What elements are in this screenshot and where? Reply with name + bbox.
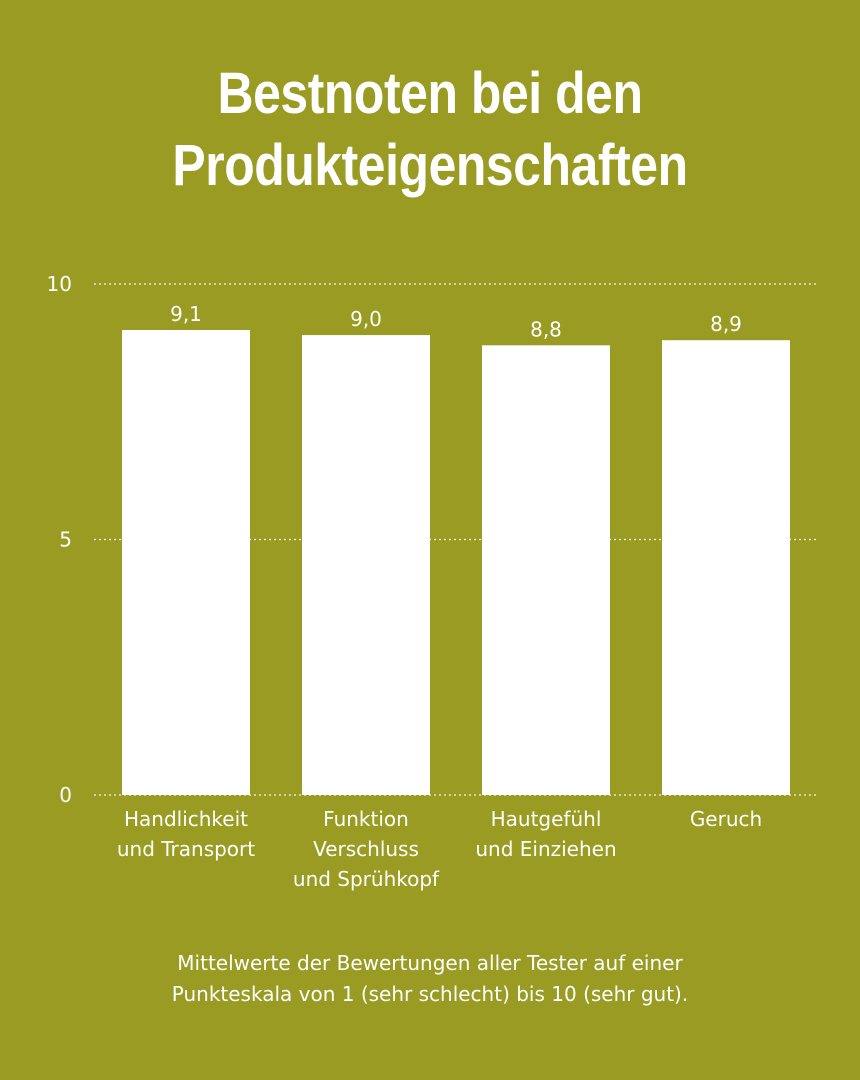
bar-2 [302,335,430,795]
x-category-label-4-line-1: Geruch [690,807,762,831]
bar-3 [482,345,610,795]
x-category-label-2-line-1: Funktion [323,807,409,831]
y-tick-label-5: 5 [59,528,72,552]
x-category-label-2-line-3: und Sprühkopf [293,867,440,891]
chart-title: Bestnoten bei den Produkteigenschaften [60,58,800,202]
bar-value-label-3: 8,8 [530,317,562,341]
footnote-line-1: Mittelwerte der Bewertungen aller Tester… [177,951,683,975]
x-category-label-3-line-2: und Einziehen [475,837,616,861]
bar-value-label-2: 9,0 [350,307,382,331]
chart-footnote: Mittelwerte der Bewertungen aller Tester… [0,948,860,1010]
y-tick-label-0: 0 [59,783,72,807]
x-category-label-3-line-1: Hautgefühl [491,807,602,831]
x-category-label-1-line-1: Handlichkeit [124,807,248,831]
y-tick-label-10: 10 [47,272,72,296]
bar-4 [662,340,790,795]
bar-value-label-1: 9,1 [170,302,202,326]
bar-value-label-4: 8,9 [710,312,742,336]
footnote-line-2: Punkteskala von 1 (sehr schlecht) bis 10… [171,982,689,1006]
x-category-label-1-line-2: und Transport [117,837,255,861]
chart-title-line-1: Bestnoten bei den [217,61,643,126]
x-category-label-2-line-2: Verschluss [313,837,419,861]
bar-1 [122,329,250,795]
chart-title-line-2: Produkteigenschaften [172,133,688,198]
